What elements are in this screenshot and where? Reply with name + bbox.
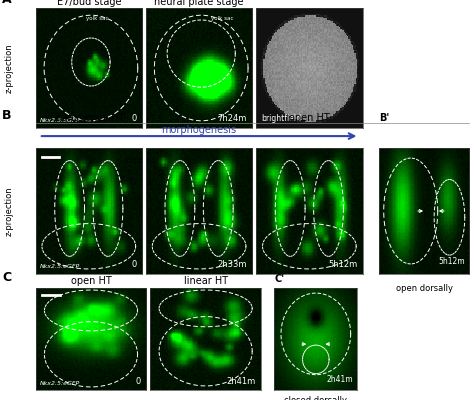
Text: 5h12m: 5h12m: [438, 258, 465, 266]
Text: Nkx2.5:eGFP: Nkx2.5:eGFP: [40, 381, 80, 386]
Text: open dorsally: open dorsally: [396, 284, 453, 293]
Text: z-projection: z-projection: [5, 43, 14, 93]
Text: morphogenesis: morphogenesis: [162, 125, 237, 135]
Text: 0: 0: [131, 114, 137, 123]
Text: open HT: open HT: [71, 276, 111, 286]
Text: 2h41m: 2h41m: [226, 377, 255, 386]
Text: 2h33m: 2h33m: [218, 260, 247, 269]
Text: Transversal HT: Transversal HT: [53, 113, 125, 123]
Text: linear HT: linear HT: [183, 276, 228, 286]
Text: C': C': [274, 274, 284, 284]
Text: 7h24m: 7h24m: [218, 114, 247, 123]
Text: open HT: open HT: [289, 113, 330, 123]
Text: Nkx2.5:eGFP: Nkx2.5:eGFP: [40, 118, 80, 123]
Text: Nkx2.5:eGFP: Nkx2.5:eGFP: [40, 264, 80, 269]
Text: A: A: [2, 0, 12, 6]
Text: E7/bud stage: E7/bud stage: [56, 0, 121, 7]
Text: 2h41m: 2h41m: [327, 375, 353, 384]
Text: yolk sac: yolk sac: [211, 16, 234, 21]
Text: neural plate stage: neural plate stage: [155, 0, 244, 7]
Text: C: C: [2, 271, 11, 284]
Text: B': B': [379, 113, 390, 123]
Text: B: B: [2, 109, 12, 122]
Text: 5h12m: 5h12m: [328, 260, 357, 269]
Text: brightfield: brightfield: [262, 114, 301, 123]
Text: 0: 0: [131, 260, 137, 269]
Text: z-projection: z-projection: [5, 186, 14, 236]
Text: 0: 0: [136, 377, 141, 386]
Text: closed dorsally: closed dorsally: [284, 396, 347, 400]
Text: yolk sac: yolk sac: [86, 16, 109, 21]
